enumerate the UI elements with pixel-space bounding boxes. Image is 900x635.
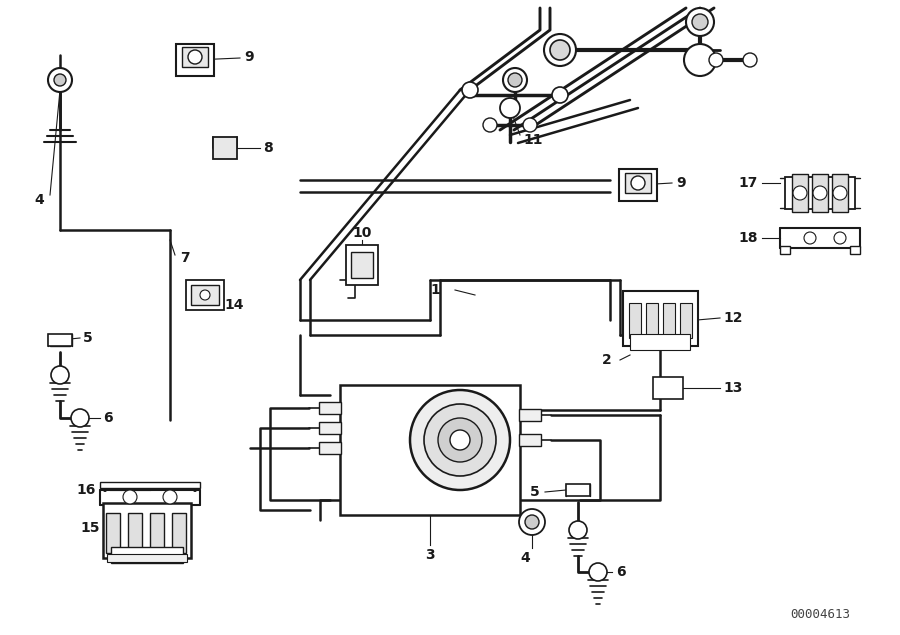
Text: 16: 16 (76, 483, 96, 497)
Bar (191, 285, 219, 305)
Bar (351, 252, 373, 278)
Bar (832, 174, 848, 212)
Text: 11: 11 (523, 133, 543, 147)
Circle shape (71, 409, 89, 427)
Text: 15: 15 (80, 521, 100, 535)
Bar (319, 442, 341, 454)
Circle shape (569, 521, 587, 539)
Text: 6: 6 (616, 565, 625, 579)
Circle shape (589, 563, 607, 581)
Circle shape (631, 176, 645, 190)
Circle shape (462, 82, 478, 98)
Circle shape (48, 68, 72, 92)
Bar (111, 547, 183, 563)
Text: 4: 4 (520, 551, 530, 565)
Circle shape (692, 14, 708, 30)
Bar (100, 482, 200, 488)
Bar (106, 513, 120, 553)
Bar (172, 513, 186, 553)
Circle shape (804, 232, 816, 244)
Text: 9: 9 (244, 50, 254, 64)
Text: 17: 17 (739, 176, 758, 190)
Text: 10: 10 (352, 226, 372, 240)
Bar (107, 554, 187, 562)
Circle shape (793, 186, 807, 200)
Text: 00004613: 00004613 (790, 608, 850, 622)
Bar (128, 513, 142, 553)
Bar (646, 302, 658, 337)
Circle shape (709, 53, 723, 67)
Bar (346, 245, 378, 285)
Bar (812, 174, 828, 212)
Text: 5: 5 (83, 331, 93, 345)
Circle shape (438, 418, 482, 462)
Bar (340, 385, 520, 515)
Bar (792, 174, 808, 212)
Circle shape (450, 430, 470, 450)
Circle shape (552, 87, 568, 103)
Bar (785, 177, 855, 209)
Circle shape (519, 509, 545, 535)
Text: 5: 5 (530, 485, 540, 499)
Bar (150, 513, 164, 553)
Text: 3: 3 (425, 548, 435, 562)
Circle shape (123, 490, 137, 504)
Bar (176, 44, 214, 76)
Text: 4: 4 (34, 193, 44, 207)
Bar (186, 280, 224, 310)
Bar (630, 334, 690, 350)
Bar (519, 434, 541, 446)
Circle shape (424, 404, 496, 476)
Bar (780, 246, 790, 254)
Circle shape (508, 73, 522, 87)
Circle shape (500, 98, 520, 118)
Bar (653, 377, 683, 399)
Bar (680, 302, 692, 337)
Circle shape (51, 366, 69, 384)
Bar (319, 422, 341, 434)
Bar (182, 47, 208, 67)
Circle shape (54, 74, 66, 86)
Bar (319, 402, 341, 414)
Circle shape (544, 34, 576, 66)
Text: 6: 6 (103, 411, 112, 425)
Text: 8: 8 (263, 141, 273, 155)
Circle shape (684, 44, 716, 76)
Bar (619, 169, 657, 201)
Bar (625, 173, 651, 193)
Bar (519, 409, 541, 421)
Text: 18: 18 (739, 231, 758, 245)
Circle shape (188, 50, 202, 64)
Circle shape (523, 118, 537, 132)
Circle shape (743, 53, 757, 67)
Text: 14: 14 (224, 298, 244, 312)
Bar (213, 137, 237, 159)
Text: 9: 9 (676, 176, 686, 190)
Bar (623, 290, 698, 345)
Text: 1: 1 (430, 283, 440, 297)
Bar (629, 302, 641, 337)
Bar (663, 302, 675, 337)
Bar (48, 334, 72, 346)
Circle shape (834, 232, 846, 244)
Circle shape (525, 515, 539, 529)
Circle shape (200, 290, 210, 300)
Circle shape (483, 118, 497, 132)
Circle shape (550, 40, 570, 60)
Circle shape (410, 390, 510, 490)
Bar (103, 502, 191, 558)
Text: 2: 2 (602, 353, 612, 367)
Circle shape (163, 490, 177, 504)
Circle shape (686, 8, 714, 36)
Text: 7: 7 (180, 251, 190, 265)
Bar (566, 484, 590, 496)
Circle shape (833, 186, 847, 200)
Bar (850, 246, 860, 254)
Text: 12: 12 (723, 311, 742, 325)
Circle shape (813, 186, 827, 200)
Circle shape (503, 68, 527, 92)
Text: 13: 13 (723, 381, 742, 395)
